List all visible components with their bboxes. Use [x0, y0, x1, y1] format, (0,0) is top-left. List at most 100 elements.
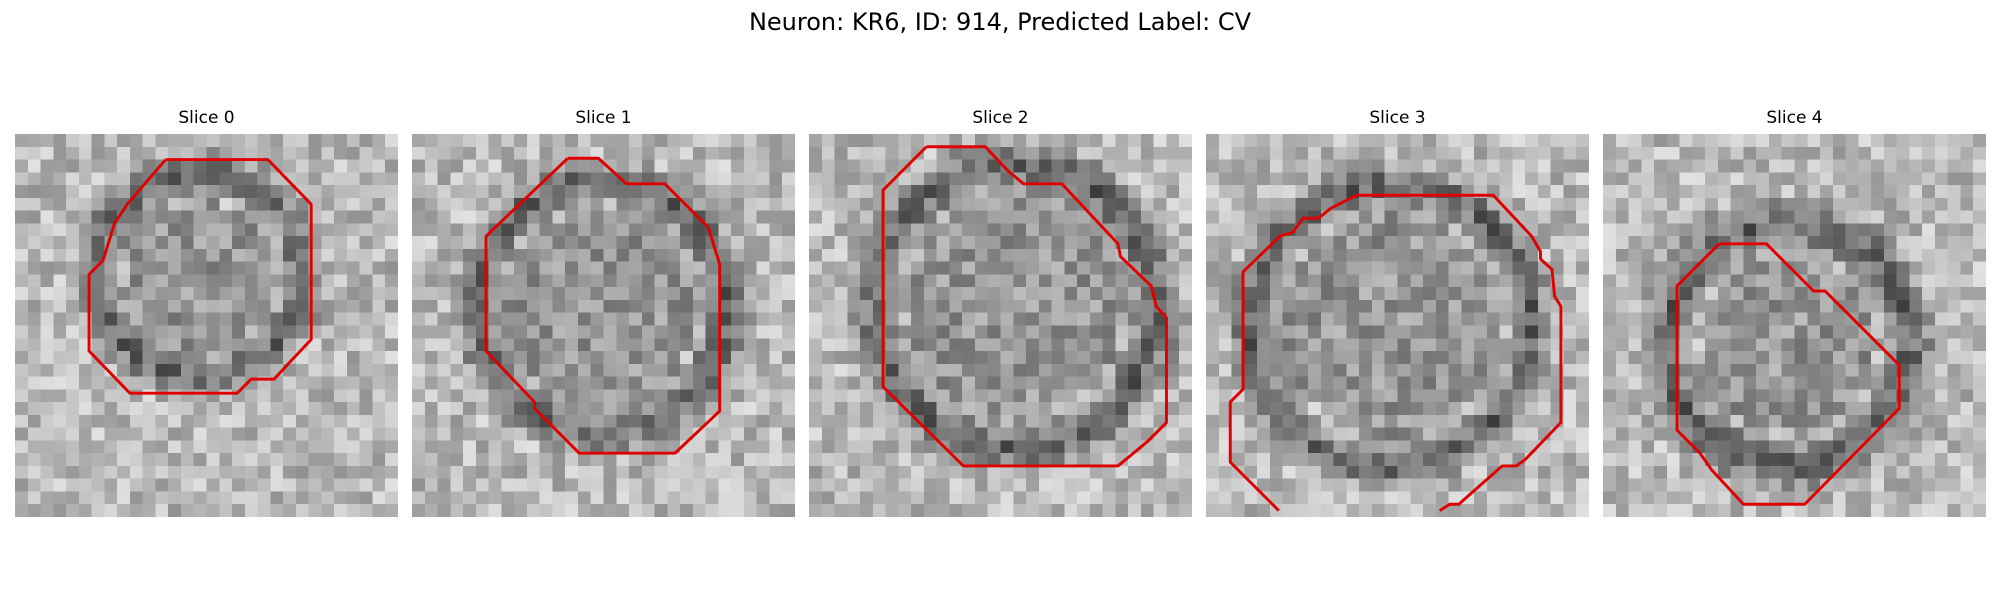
pixel-cell: [514, 465, 528, 479]
pixel-cell: [1563, 274, 1577, 288]
pixel-cell: [1909, 312, 1923, 326]
pixel-cell: [283, 299, 297, 313]
pixel-cell: [1576, 453, 1589, 467]
pixel-cell: [27, 274, 41, 288]
pixel-cell: [1026, 287, 1040, 301]
pixel-cell: [372, 146, 386, 160]
pixel-cell: [1628, 491, 1642, 505]
pixel-cell: [193, 261, 207, 275]
pixel-cell: [1064, 134, 1078, 148]
pixel-cell: [1512, 504, 1526, 517]
pixel-cell: [654, 210, 668, 224]
pixel-cell: [565, 274, 579, 288]
pixel-cell: [974, 491, 988, 505]
pixel-cell: [1922, 287, 1936, 301]
pixel-cell: [1960, 261, 1974, 275]
pixel-cell: [270, 248, 284, 262]
pixel-cell: [1346, 210, 1360, 224]
pixel-cell: [898, 312, 912, 326]
pixel-cell: [1679, 185, 1693, 199]
pixel-cell: [1448, 465, 1462, 479]
pixel-cell: [321, 185, 335, 199]
pixel-cell: [577, 287, 591, 301]
pixel-cell: [1603, 159, 1617, 173]
pixel-cell: [53, 389, 67, 403]
pixel-cell: [1026, 210, 1040, 224]
pixel-cell: [1371, 223, 1385, 237]
pixel-cell: [232, 325, 246, 339]
pixel-cell: [1461, 478, 1475, 492]
pixel-cell: [1756, 491, 1770, 505]
pixel-cell: [923, 210, 937, 224]
pixel-cell: [1743, 172, 1757, 186]
pixel-cell: [1756, 159, 1770, 173]
pixel-cell: [809, 389, 823, 403]
pixel-cell: [782, 261, 795, 275]
pixel-cell: [974, 440, 988, 454]
pixel-cell: [372, 453, 386, 467]
pixel-cell: [1423, 172, 1437, 186]
pixel-cell: [475, 363, 489, 377]
pixel-cell: [1692, 146, 1706, 160]
pixel-cell: [40, 351, 54, 365]
pixel-cell: [1641, 197, 1655, 211]
pixel-cell: [1282, 440, 1296, 454]
pixel-cell: [1820, 197, 1834, 211]
pixel-cell: [1615, 299, 1629, 313]
pixel-cell: [450, 159, 464, 173]
pixel-cell: [193, 172, 207, 186]
pixel-cell: [1115, 414, 1129, 428]
pixel-cell: [1474, 389, 1488, 403]
pixel-cell: [1423, 453, 1437, 467]
pixel-cell: [1832, 465, 1846, 479]
pixel-cell: [565, 185, 579, 199]
pixel-cell: [923, 376, 937, 390]
pixel-cell: [1654, 312, 1668, 326]
pixel-cell: [705, 402, 719, 416]
pixel-cell: [1140, 261, 1154, 275]
pixel-cell: [359, 427, 373, 441]
pixel-cell: [911, 491, 925, 505]
pixel-cell: [27, 299, 41, 313]
pixel-cell: [1705, 236, 1719, 250]
pixel-cell: [1320, 172, 1334, 186]
pixel-cell: [1423, 299, 1437, 313]
pixel-cell: [40, 465, 54, 479]
pixel-cell: [641, 453, 655, 467]
pixel-cell: [1140, 504, 1154, 517]
pixel-cell: [1179, 325, 1192, 339]
pixel-cell: [321, 274, 335, 288]
pixel-cell: [385, 338, 398, 352]
pixel-cell: [1525, 274, 1539, 288]
pixel-cell: [898, 236, 912, 250]
pixel-cell: [180, 453, 194, 467]
pixel-cell: [718, 376, 732, 390]
pixel-cell: [809, 236, 823, 250]
pixel-cell: [809, 440, 823, 454]
pixel-cell: [424, 261, 438, 275]
pixel-cell: [911, 453, 925, 467]
pixel-cell: [1679, 338, 1693, 352]
pixel-cell: [372, 299, 386, 313]
pixel-cell: [463, 427, 477, 441]
pixel-cell: [1077, 414, 1091, 428]
pixel-cell: [1730, 363, 1744, 377]
pixel-cell: [1858, 338, 1872, 352]
slice-image-4: [1603, 134, 1986, 517]
pixel-cell: [974, 236, 988, 250]
pixel-cell: [1371, 197, 1385, 211]
pixel-cell: [514, 287, 528, 301]
pixel-cell: [1768, 261, 1782, 275]
pixel-cell: [1333, 465, 1347, 479]
pixel-cell: [718, 504, 732, 517]
pixel-cell: [731, 389, 745, 403]
pixel-cell: [847, 504, 861, 517]
pixel-cell: [1486, 248, 1500, 262]
pixel-cell: [1947, 453, 1961, 467]
pixel-cell: [809, 299, 823, 313]
pixel-cell: [1550, 146, 1564, 160]
pixel-cell: [962, 312, 976, 326]
pixel-cell: [1781, 146, 1795, 160]
pixel-cell: [1140, 223, 1154, 237]
pixel-cell: [1705, 299, 1719, 313]
